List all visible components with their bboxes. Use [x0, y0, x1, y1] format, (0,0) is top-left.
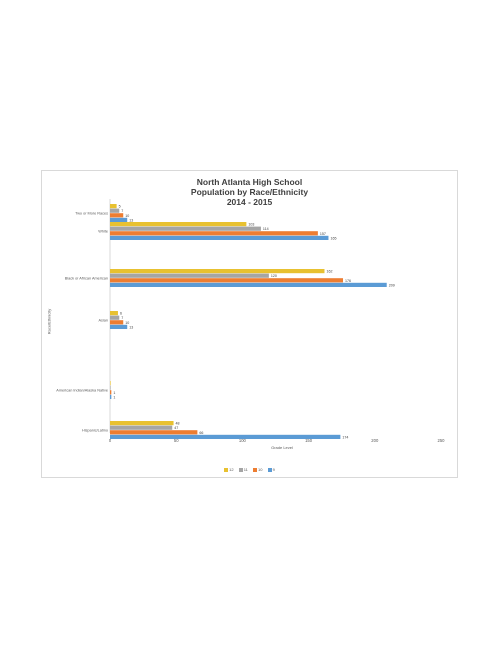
data-label: 176: [345, 279, 351, 283]
legend-item-9: 9: [267, 467, 275, 472]
bar: [110, 204, 117, 209]
bar: [110, 208, 120, 213]
legend-swatch: [238, 467, 243, 472]
bar: [110, 394, 112, 399]
bar: [110, 320, 124, 325]
data-label: 7: [121, 316, 123, 320]
y-axis-title: Race/Ethnicity: [46, 308, 52, 335]
legend-label: 11: [243, 467, 248, 472]
chart-title-line-1: North Atlanta High School: [196, 177, 303, 187]
bar: [110, 315, 120, 320]
data-label: 7: [121, 209, 123, 213]
bar: [110, 421, 174, 426]
bar: [110, 381, 111, 386]
data-label: 103: [248, 223, 254, 227]
data-label: 5: [119, 205, 121, 209]
data-label: 1: [113, 395, 115, 399]
bar: [110, 282, 387, 287]
chart-title-line-2: Population by Race/Ethnicity: [190, 187, 309, 197]
bar: [110, 324, 128, 329]
data-label: 114: [263, 227, 269, 231]
bar: [110, 311, 118, 316]
x-tick-label: 250: [438, 438, 446, 443]
data-label: 1: [113, 391, 115, 395]
bar: [110, 226, 261, 231]
data-label: 13: [129, 325, 133, 329]
x-tick-label: 200: [371, 438, 379, 443]
x-tick-label: 0: [109, 438, 112, 443]
data-label: 174: [342, 435, 348, 439]
bar: [110, 430, 198, 435]
data-label: 13: [129, 218, 133, 222]
data-label: 162: [326, 270, 332, 274]
data-label: 47: [174, 426, 178, 430]
data-label: 209: [389, 283, 395, 287]
bar: [110, 231, 318, 236]
legend-item-12: 12: [224, 467, 234, 472]
bar: [110, 385, 111, 390]
bar: [110, 434, 341, 439]
bar: [110, 235, 329, 240]
data-label: 10: [125, 321, 129, 325]
category-label: White: [98, 230, 108, 234]
legend-swatch: [253, 467, 258, 472]
legend-label: 9: [272, 467, 275, 472]
legend-swatch: [267, 467, 272, 472]
x-tick-label: 150: [305, 438, 313, 443]
legend: 12 11 10 9: [42, 467, 457, 472]
data-label: 10: [125, 214, 129, 218]
legend-label: 12: [229, 467, 234, 472]
bar: [110, 213, 124, 218]
legend-label: 10: [258, 467, 263, 472]
legend-item-11: 11: [238, 467, 248, 472]
bar: [110, 222, 247, 227]
x-tick-label: 100: [239, 438, 247, 443]
bar: [110, 273, 269, 278]
bar: [110, 278, 344, 283]
category-label: Two or More Races: [75, 212, 108, 216]
x-tick-label: 50: [174, 438, 179, 443]
bar: [110, 425, 173, 430]
data-label: 165: [330, 236, 336, 240]
data-label: 48: [176, 422, 180, 426]
chart-title-line-3: 2014 - 2015: [226, 197, 273, 207]
bar: [110, 217, 128, 222]
legend-item-10: 10: [253, 467, 262, 472]
data-label: 157: [320, 232, 326, 236]
data-label: 120: [271, 274, 277, 278]
chart-frame: North Atlanta High School Population by …: [41, 170, 458, 478]
x-axis-title: Grade Level: [271, 445, 293, 450]
category-label: Asian: [99, 319, 109, 323]
data-label: 66: [199, 431, 203, 435]
category-label: Hispanic/Latino: [82, 429, 108, 433]
category-label: American Indian/Alaska Native: [56, 389, 108, 393]
legend-swatch: [224, 467, 229, 472]
data-label: 6: [120, 312, 122, 316]
bar: [110, 390, 112, 395]
bar: [110, 269, 325, 274]
category-label: Black or African American: [65, 277, 108, 281]
